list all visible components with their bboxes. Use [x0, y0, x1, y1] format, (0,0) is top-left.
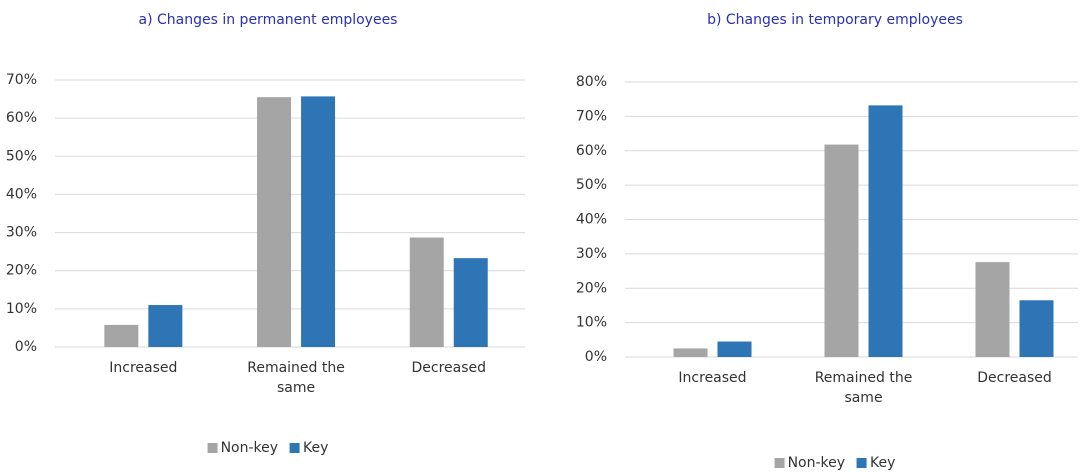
- legend-swatch: [774, 458, 785, 468]
- legend-item: Key: [290, 440, 328, 456]
- y-tick-label: 60%: [6, 110, 37, 126]
- bar: [257, 97, 292, 348]
- bar: [824, 144, 859, 357]
- y-tick-label: 0%: [15, 339, 37, 355]
- bar: [104, 324, 139, 347]
- x-tick-label: Increased: [678, 370, 747, 386]
- legend-label: Key: [303, 440, 329, 456]
- legend-item: Key: [857, 455, 895, 471]
- y-tick-label: 50%: [576, 177, 607, 193]
- bar: [717, 341, 752, 357]
- y-tick-label: 40%: [6, 186, 37, 202]
- chart-title: a) Changes in permanent employees: [138, 12, 398, 28]
- y-tick-label: 30%: [576, 246, 607, 262]
- y-tick-label: 70%: [576, 108, 607, 124]
- y-tick-label: 20%: [6, 263, 37, 279]
- y-tick-label: 50%: [6, 148, 37, 164]
- legend-item: Non-key: [774, 455, 846, 471]
- y-tick-label: 60%: [576, 143, 607, 159]
- bar: [673, 348, 708, 357]
- y-tick-label: 0%: [585, 349, 607, 365]
- x-tick-label: Remained the same: [247, 360, 345, 396]
- y-tick-label: 70%: [6, 72, 37, 88]
- chart-title: b) Changes in temporary employees: [707, 12, 963, 28]
- legend: Non-key Key: [207, 440, 328, 456]
- legend: Non-key Key: [774, 455, 895, 471]
- y-tick-label: 30%: [6, 225, 37, 241]
- x-tick-label: Decreased: [411, 360, 487, 376]
- bar: [148, 305, 183, 347]
- legend-swatch: [857, 458, 868, 468]
- legend-swatch: [290, 443, 301, 453]
- y-tick-label: 10%: [576, 315, 607, 331]
- bar: [453, 258, 488, 347]
- bar: [1019, 300, 1054, 357]
- y-tick-label: 80%: [576, 74, 607, 90]
- y-tick-label: 10%: [6, 301, 37, 317]
- legend-item: Non-key: [207, 440, 279, 456]
- legend-swatch: [207, 443, 218, 453]
- x-tick-label: Remained the same: [814, 370, 913, 406]
- x-tick-label: Increased: [109, 360, 178, 376]
- y-tick-label: 40%: [576, 212, 607, 228]
- bar: [301, 96, 336, 347]
- y-tick-label: 20%: [576, 280, 607, 296]
- x-tick-label: Decreased: [977, 370, 1052, 386]
- bar: [975, 262, 1010, 357]
- bar: [409, 237, 444, 347]
- legend-label: Non-key: [787, 455, 846, 471]
- legend-label: Non-key: [220, 440, 279, 456]
- bar: [868, 105, 903, 357]
- legend-label: Key: [870, 455, 896, 471]
